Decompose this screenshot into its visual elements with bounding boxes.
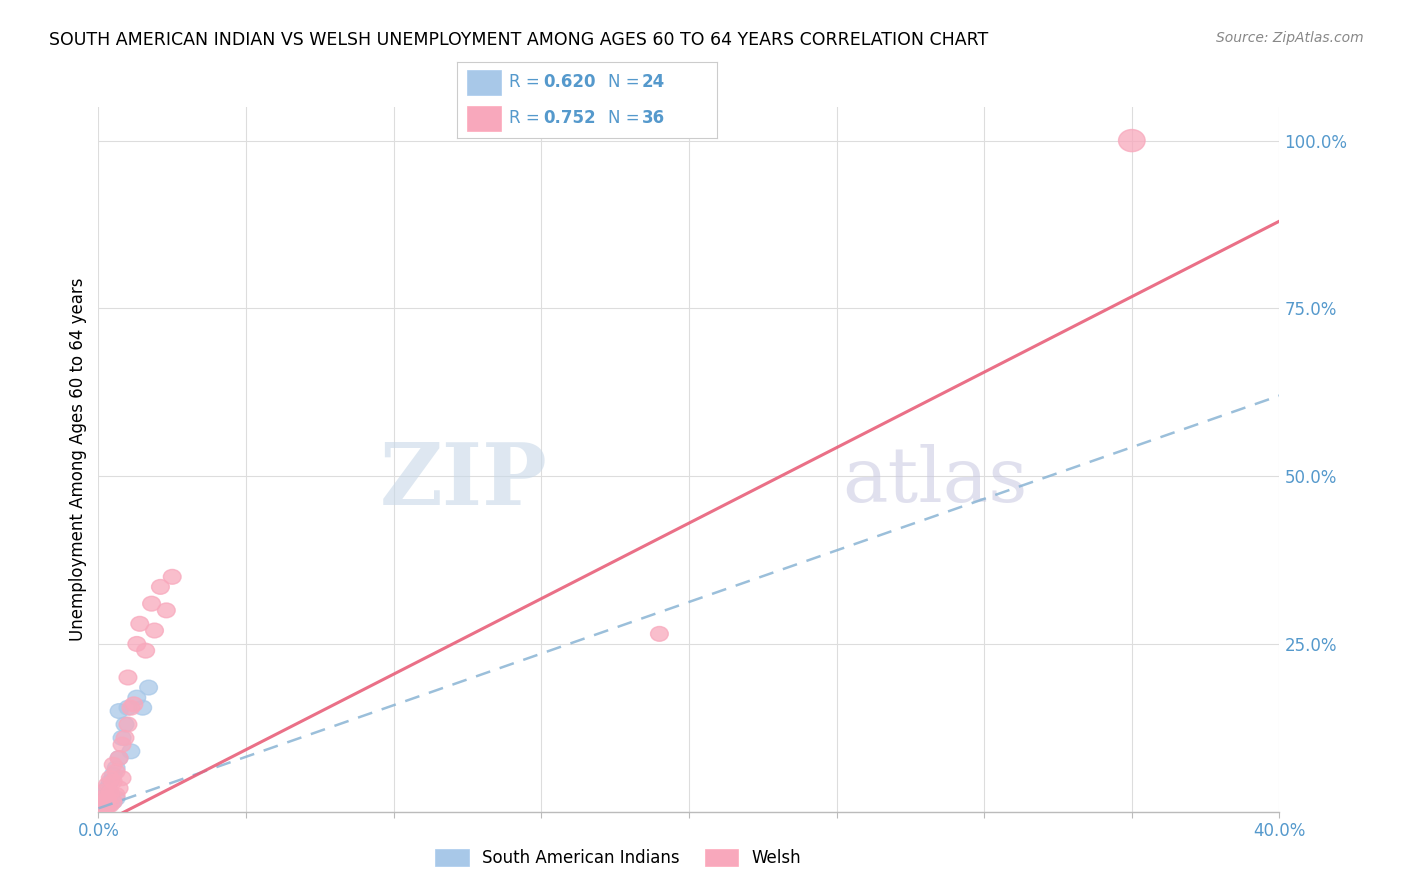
Ellipse shape	[98, 799, 117, 814]
Text: N =: N =	[607, 73, 645, 91]
Text: 36: 36	[641, 109, 665, 127]
Ellipse shape	[96, 784, 112, 799]
Text: 0.620: 0.620	[543, 73, 595, 91]
Text: 0.752: 0.752	[543, 109, 595, 127]
Text: N =: N =	[607, 109, 645, 127]
Text: SOUTH AMERICAN INDIAN VS WELSH UNEMPLOYMENT AMONG AGES 60 TO 64 YEARS CORRELATIO: SOUTH AMERICAN INDIAN VS WELSH UNEMPLOYM…	[49, 31, 988, 49]
Text: R =: R =	[509, 73, 546, 91]
Ellipse shape	[122, 700, 139, 715]
Ellipse shape	[112, 737, 131, 752]
Legend: South American Indians, Welsh: South American Indians, Welsh	[429, 842, 807, 874]
Ellipse shape	[93, 802, 110, 817]
Ellipse shape	[96, 801, 112, 816]
Ellipse shape	[128, 637, 146, 651]
Ellipse shape	[107, 791, 125, 805]
Ellipse shape	[98, 778, 117, 792]
Ellipse shape	[117, 717, 134, 731]
Ellipse shape	[112, 771, 131, 786]
Ellipse shape	[128, 690, 146, 705]
Ellipse shape	[143, 596, 160, 611]
Ellipse shape	[101, 786, 120, 800]
Ellipse shape	[104, 767, 122, 782]
Ellipse shape	[110, 751, 128, 765]
Ellipse shape	[101, 797, 120, 813]
Text: atlas: atlas	[842, 443, 1028, 517]
Ellipse shape	[134, 700, 152, 715]
Ellipse shape	[101, 771, 120, 786]
Ellipse shape	[110, 704, 128, 718]
Ellipse shape	[152, 580, 169, 594]
Ellipse shape	[101, 774, 120, 789]
Ellipse shape	[101, 786, 120, 800]
Ellipse shape	[122, 744, 139, 759]
Text: ZIP: ZIP	[380, 439, 547, 523]
Text: 24: 24	[641, 73, 665, 91]
Ellipse shape	[110, 780, 128, 796]
Text: R =: R =	[509, 109, 546, 127]
Ellipse shape	[107, 761, 125, 775]
Y-axis label: Unemployment Among Ages 60 to 64 years: Unemployment Among Ages 60 to 64 years	[69, 277, 87, 641]
Ellipse shape	[93, 801, 110, 816]
Ellipse shape	[120, 700, 136, 715]
Ellipse shape	[117, 731, 134, 746]
Ellipse shape	[120, 717, 136, 731]
Ellipse shape	[107, 788, 125, 802]
Ellipse shape	[96, 792, 112, 807]
Ellipse shape	[98, 791, 117, 805]
Ellipse shape	[651, 626, 668, 641]
Text: Source: ZipAtlas.com: Source: ZipAtlas.com	[1216, 31, 1364, 45]
Ellipse shape	[104, 794, 122, 809]
Ellipse shape	[98, 780, 117, 796]
FancyBboxPatch shape	[467, 70, 501, 95]
Ellipse shape	[1119, 129, 1144, 152]
Ellipse shape	[120, 670, 136, 685]
Ellipse shape	[146, 624, 163, 638]
Ellipse shape	[131, 616, 149, 632]
Ellipse shape	[96, 799, 112, 814]
Ellipse shape	[98, 797, 117, 813]
Ellipse shape	[136, 643, 155, 658]
Ellipse shape	[93, 791, 110, 805]
Ellipse shape	[93, 797, 110, 813]
Ellipse shape	[125, 697, 143, 712]
Ellipse shape	[104, 757, 122, 772]
Ellipse shape	[104, 774, 122, 789]
Ellipse shape	[139, 681, 157, 695]
Ellipse shape	[112, 731, 131, 746]
Ellipse shape	[101, 797, 120, 811]
Ellipse shape	[107, 764, 125, 779]
Ellipse shape	[163, 569, 181, 584]
Ellipse shape	[157, 603, 176, 618]
Ellipse shape	[96, 784, 112, 799]
Ellipse shape	[98, 791, 117, 805]
Ellipse shape	[110, 751, 128, 765]
Ellipse shape	[93, 794, 110, 809]
Ellipse shape	[96, 794, 112, 809]
Ellipse shape	[104, 794, 122, 809]
FancyBboxPatch shape	[467, 105, 501, 130]
